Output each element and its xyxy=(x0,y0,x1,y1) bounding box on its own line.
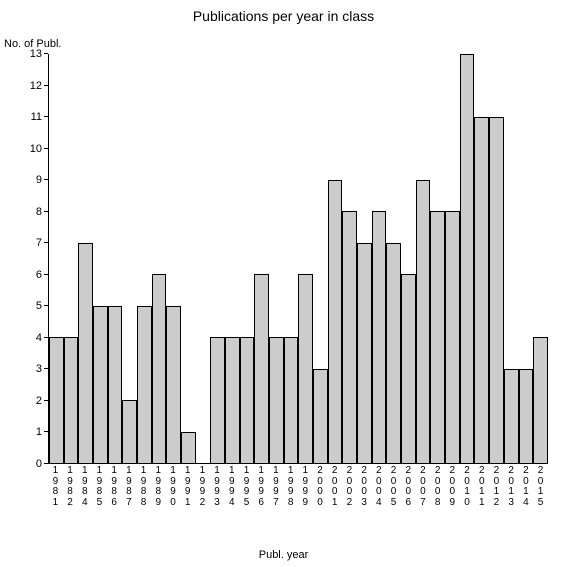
x-tick-label: 2005 xyxy=(386,466,401,526)
x-tick-label: 2006 xyxy=(401,466,416,526)
x-tick-label: 1997 xyxy=(269,466,284,526)
bar xyxy=(137,306,152,463)
x-tick-label: 1986 xyxy=(107,466,122,526)
chart-title: Publications per year in class xyxy=(0,8,567,24)
x-tick-label: 1989 xyxy=(151,466,166,526)
y-tick-label: 13 xyxy=(30,48,42,60)
plot-area xyxy=(48,54,548,464)
bar xyxy=(474,117,489,463)
x-tick-label: 1999 xyxy=(298,466,313,526)
y-tick-label: 1 xyxy=(36,426,42,438)
bar xyxy=(122,400,137,463)
bar xyxy=(328,180,343,463)
bar xyxy=(269,337,284,463)
bar xyxy=(445,211,460,463)
bars-group xyxy=(49,54,548,463)
x-tick-label: 2000 xyxy=(313,466,328,526)
y-tick-label: 2 xyxy=(36,395,42,407)
bar xyxy=(460,54,475,463)
bar xyxy=(49,337,64,463)
x-tick-label: 1985 xyxy=(92,466,107,526)
bar xyxy=(225,337,240,463)
y-tick-label: 7 xyxy=(36,237,42,249)
bar xyxy=(489,117,504,463)
bar xyxy=(416,180,431,463)
x-axis-ticks: 1981198219841985198619871988198919901991… xyxy=(48,466,548,526)
bar xyxy=(284,337,299,463)
x-tick-label: 2012 xyxy=(489,466,504,526)
y-tick-label: 4 xyxy=(36,332,42,344)
bar xyxy=(166,306,181,463)
x-tick-label: 1981 xyxy=(48,466,63,526)
y-tick-label: 9 xyxy=(36,174,42,186)
bar xyxy=(64,337,79,463)
bar xyxy=(372,211,387,463)
x-tick-label: 1988 xyxy=(136,466,151,526)
x-tick-label: 1992 xyxy=(195,466,210,526)
bar xyxy=(504,369,519,463)
y-tick-label: 10 xyxy=(30,143,42,155)
x-tick-label: 1994 xyxy=(224,466,239,526)
x-tick-label: 2011 xyxy=(474,466,489,526)
y-tick-label: 6 xyxy=(36,269,42,281)
y-tick-label: 8 xyxy=(36,206,42,218)
y-tick-label: 0 xyxy=(36,458,42,470)
y-axis-ticks: 012345678910111213 xyxy=(0,54,48,464)
x-tick-label: 1984 xyxy=(77,466,92,526)
bar xyxy=(342,211,357,463)
x-tick-label: 2014 xyxy=(519,466,534,526)
bar xyxy=(181,432,196,463)
x-tick-label: 2004 xyxy=(371,466,386,526)
x-tick-label: 2013 xyxy=(504,466,519,526)
x-tick-label: 2009 xyxy=(445,466,460,526)
bar xyxy=(401,274,416,463)
bar xyxy=(313,369,328,463)
bar xyxy=(254,274,269,463)
x-tick-label: 1995 xyxy=(239,466,254,526)
x-tick-label: 1998 xyxy=(283,466,298,526)
x-tick-label: 2010 xyxy=(460,466,475,526)
x-tick-label: 1996 xyxy=(254,466,269,526)
x-axis-label: Publ. year xyxy=(0,549,567,561)
x-tick-label: 2002 xyxy=(342,466,357,526)
x-tick-label: 2001 xyxy=(327,466,342,526)
bar xyxy=(210,337,225,463)
bar xyxy=(152,274,167,463)
bar xyxy=(298,274,313,463)
y-tick-label: 11 xyxy=(31,111,42,123)
x-tick-label: 2003 xyxy=(357,466,372,526)
x-tick-label: 1991 xyxy=(180,466,195,526)
x-tick-label: 1987 xyxy=(122,466,137,526)
x-tick-label: 1982 xyxy=(63,466,78,526)
bar xyxy=(519,369,534,463)
bar xyxy=(357,243,372,463)
bar xyxy=(93,306,108,463)
bar xyxy=(108,306,123,463)
bar xyxy=(78,243,93,463)
x-tick-label: 1993 xyxy=(210,466,225,526)
x-tick-label: 2015 xyxy=(533,466,548,526)
chart-container: Publications per year in class No. of Pu… xyxy=(0,0,567,567)
x-tick-label: 2008 xyxy=(430,466,445,526)
y-tick-label: 12 xyxy=(30,80,42,92)
y-tick-label: 3 xyxy=(36,363,42,375)
bar xyxy=(386,243,401,463)
x-tick-label: 2007 xyxy=(416,466,431,526)
x-tick-label: 1990 xyxy=(166,466,181,526)
bar xyxy=(533,337,548,463)
y-tick-label: 5 xyxy=(36,300,42,312)
bar xyxy=(240,337,255,463)
bar xyxy=(430,211,445,463)
